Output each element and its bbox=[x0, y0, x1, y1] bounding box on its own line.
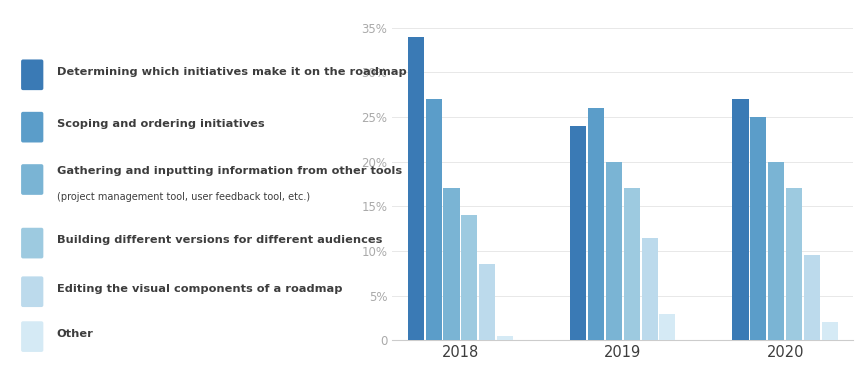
Bar bbox=[587, 108, 604, 340]
FancyBboxPatch shape bbox=[21, 321, 43, 352]
FancyBboxPatch shape bbox=[21, 164, 43, 195]
FancyBboxPatch shape bbox=[21, 276, 43, 307]
Bar bbox=[623, 188, 639, 340]
Bar bbox=[605, 162, 621, 340]
FancyBboxPatch shape bbox=[21, 228, 43, 258]
Bar bbox=[569, 126, 585, 340]
Bar bbox=[821, 322, 837, 340]
Bar bbox=[749, 117, 765, 340]
Bar bbox=[803, 255, 819, 340]
Bar bbox=[497, 336, 512, 340]
Text: Gathering and inputting information from other tools: Gathering and inputting information from… bbox=[57, 166, 401, 176]
Bar bbox=[407, 37, 424, 340]
Bar bbox=[479, 264, 495, 340]
Bar bbox=[732, 99, 747, 340]
Text: Building different versions for different audiences: Building different versions for differen… bbox=[57, 235, 381, 245]
Bar bbox=[443, 188, 459, 340]
Bar bbox=[659, 313, 675, 340]
Text: Scoping and ordering initiatives: Scoping and ordering initiatives bbox=[57, 119, 264, 129]
FancyBboxPatch shape bbox=[21, 59, 43, 90]
Bar bbox=[767, 162, 784, 340]
Bar bbox=[785, 188, 802, 340]
FancyBboxPatch shape bbox=[21, 112, 43, 142]
Text: Determining which initiatives make it on the roadmap: Determining which initiatives make it on… bbox=[57, 67, 406, 77]
Text: Other: Other bbox=[57, 329, 94, 338]
Bar bbox=[461, 215, 477, 340]
Text: Editing the visual components of a roadmap: Editing the visual components of a roadm… bbox=[57, 284, 342, 294]
Bar bbox=[425, 99, 441, 340]
Text: (project management tool, user feedback tool, etc.): (project management tool, user feedback … bbox=[57, 193, 310, 202]
Bar bbox=[641, 237, 657, 340]
